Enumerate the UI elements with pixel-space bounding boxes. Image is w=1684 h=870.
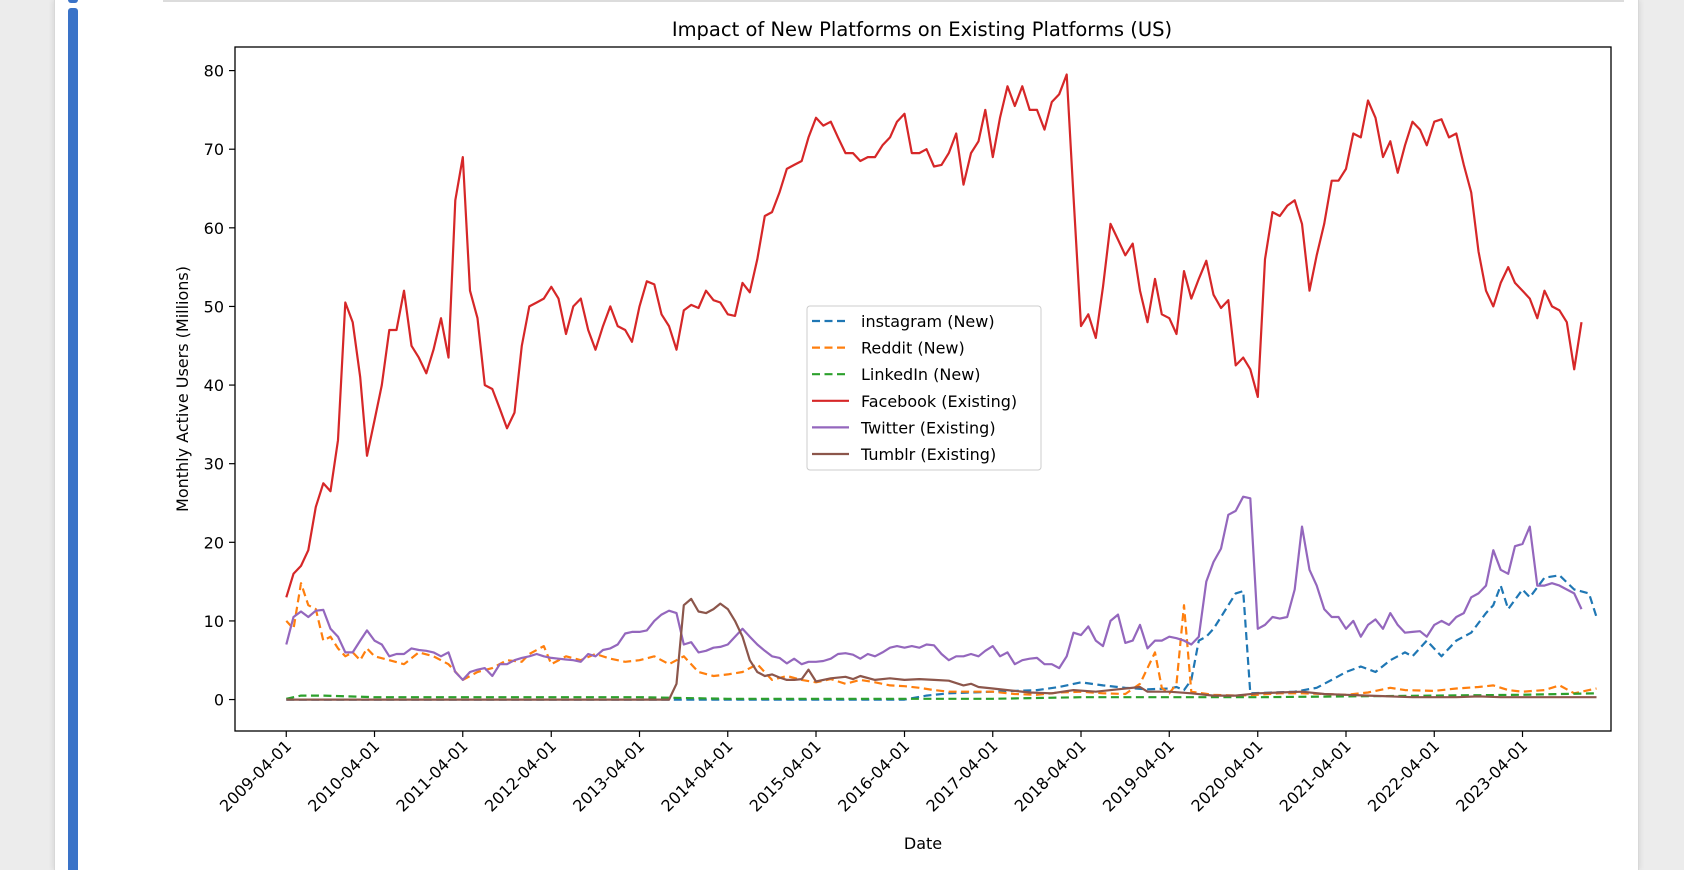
legend-label: Reddit (New) (861, 339, 965, 358)
legend-label: LinkedIn (New) (861, 365, 981, 384)
x-tick-label: 2013-04-01 (569, 736, 648, 815)
x-tick-label: 2022-04-01 (1364, 736, 1443, 815)
x-tick-label: 2018-04-01 (1011, 736, 1090, 815)
x-tick-label: 2021-04-01 (1276, 736, 1355, 815)
x-tick-label: 2016-04-01 (834, 736, 913, 815)
series-line-facebook-existing (285, 73, 1583, 598)
y-tick-label: 10 (204, 612, 224, 631)
x-tick-label: 2020-04-01 (1187, 736, 1266, 815)
legend-label: Twitter (Existing) (860, 418, 996, 437)
x-axis-label: Date (904, 834, 942, 853)
x-tick-label: 2019-04-01 (1099, 736, 1178, 815)
top-divider (163, 0, 1624, 2)
series-line-twitter-existing (285, 495, 1583, 682)
x-tick-label: 2023-04-01 (1452, 736, 1531, 815)
plot-frame (234, 46, 1612, 732)
y-tick-label: 60 (204, 219, 224, 238)
x-tick-label: 2014-04-01 (657, 736, 736, 815)
x-tick-label: 2010-04-01 (304, 736, 383, 815)
accent-bar (68, 8, 78, 870)
chart-title: Impact of New Platforms on Existing Plat… (672, 18, 1172, 41)
legend-box (806, 305, 1042, 471)
x-tick-label: 2015-04-01 (746, 736, 825, 815)
x-tick-label: 2012-04-01 (481, 736, 560, 815)
legend-label: instagram (New) (861, 312, 995, 331)
plot-area (285, 73, 1598, 701)
series-line-instagram-new (286, 574, 1598, 701)
series-line-tumblr-existing (286, 597, 1597, 701)
y-axis-label: Monthly Active Users (Millions) (173, 266, 192, 512)
legend-label: Tumblr (Existing) (860, 445, 996, 464)
legend-label: Facebook (Existing) (861, 392, 1017, 411)
accent-bar-top (68, 0, 78, 3)
x-tick-label: 2017-04-01 (922, 736, 1001, 815)
y-tick-label: 80 (204, 62, 224, 81)
y-tick-label: 20 (204, 533, 224, 552)
y-tick-label: 30 (204, 455, 224, 474)
y-tick-label: 50 (204, 297, 224, 316)
series-line-linkedin-new (286, 692, 1597, 700)
y-tick-label: 40 (204, 376, 224, 395)
y-tick-label: 0 (214, 691, 224, 710)
y-tick-label: 70 (204, 140, 224, 159)
x-tick-label: 2011-04-01 (392, 736, 471, 815)
legend: instagram (New) Reddit (New) LinkedIn (New… (806, 305, 1042, 471)
series-line-reddit-new (285, 582, 1597, 697)
x-tick-label: 2009-04-01 (216, 736, 295, 815)
